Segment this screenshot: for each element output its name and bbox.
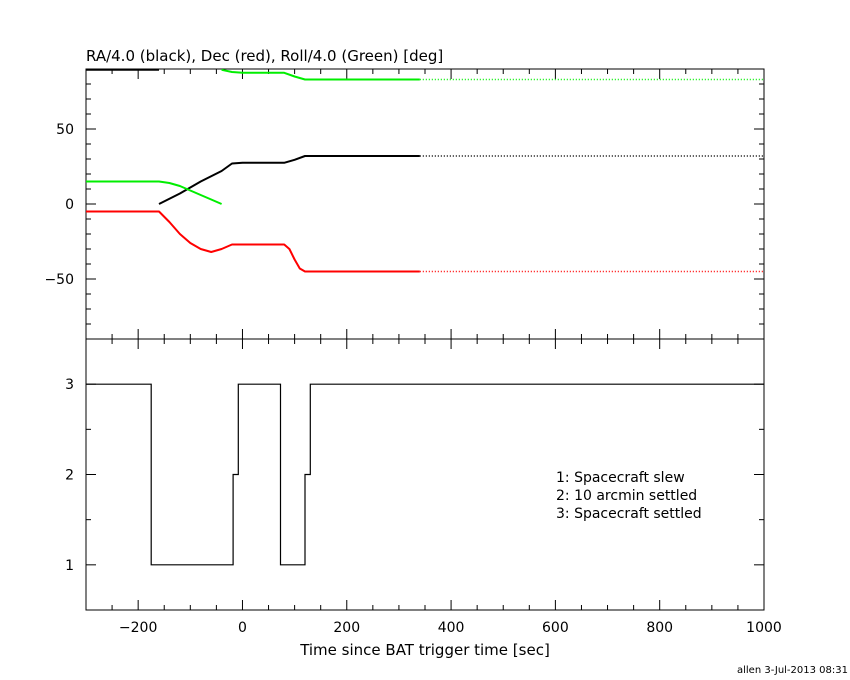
top-y-tick-label: 50 bbox=[56, 122, 74, 138]
bottom-y-tick-label: 1 bbox=[65, 558, 74, 574]
bottom-panel: 1 2 3 −200 0 200 400 600 800 1000 bbox=[65, 338, 782, 636]
footer-credit: allen 3-Jul-2013 08:31 bbox=[737, 665, 848, 676]
status-step-line bbox=[86, 383, 764, 566]
x-tick-label: 600 bbox=[542, 620, 569, 636]
top-y-tick-label: 0 bbox=[65, 197, 74, 213]
top-panel: −50 0 50 bbox=[44, 68, 765, 340]
x-tick-label: −200 bbox=[119, 620, 157, 636]
x-tick-label: 0 bbox=[238, 620, 247, 636]
top-y-tick-label: −50 bbox=[44, 272, 74, 288]
x-axis-label: Time since BAT trigger time [sec] bbox=[299, 641, 550, 659]
top-frame bbox=[85, 68, 765, 340]
legend: 1: Spacecraft slew 2: 10 arcmin settled … bbox=[556, 470, 702, 522]
x-tick-label: 1000 bbox=[746, 620, 782, 636]
bottom-y-tick-label: 2 bbox=[65, 468, 74, 484]
x-tick-label: 400 bbox=[438, 620, 465, 636]
top-series-2-segment-0 bbox=[86, 180, 222, 205]
bottom-y-tick-label: 3 bbox=[65, 377, 74, 393]
x-tick-label: 200 bbox=[333, 620, 360, 636]
top-series-2-segment-1 bbox=[221, 68, 420, 81]
legend-entry-1: 1: Spacecraft slew bbox=[556, 470, 685, 486]
legend-entry-3: 3: Spacecraft settled bbox=[556, 506, 702, 522]
x-tick-label: 800 bbox=[646, 620, 673, 636]
top-series-1-segment-0 bbox=[86, 210, 420, 273]
top-series-0-segment-1 bbox=[158, 155, 420, 205]
chart-title: RA/4.0 (black), Dec (red), Roll/4.0 (Gre… bbox=[86, 47, 443, 65]
legend-entry-2: 2: 10 arcmin settled bbox=[556, 488, 697, 504]
